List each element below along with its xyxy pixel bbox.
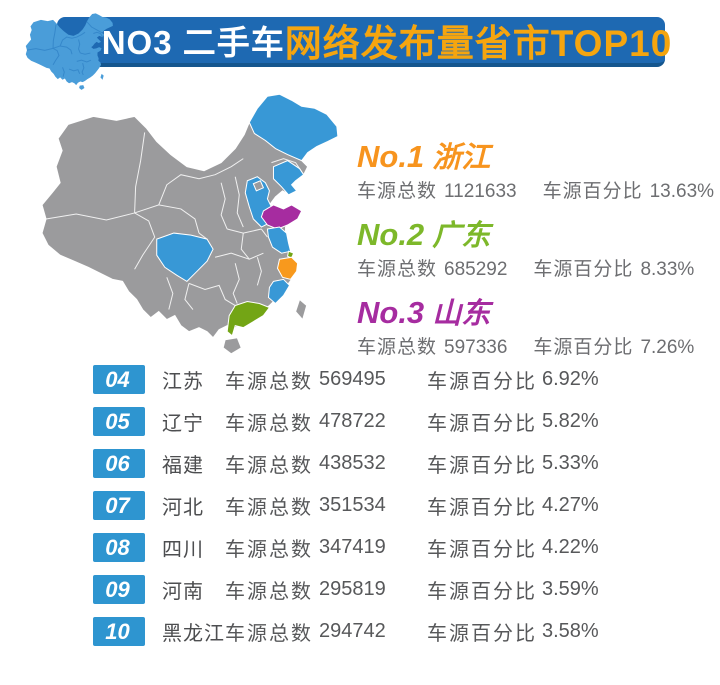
percent-value: 3.58% [542,620,599,642]
province-name: 浙江 [432,142,491,174]
top3-heading-3: No.3 山东 [357,296,707,331]
percent-value: 4.22% [542,536,599,558]
province-name: 河南 [162,581,204,603]
total-label: 车源总数 [225,413,313,435]
province-name: 四川 [162,539,204,561]
top3-stats-1: 车源总数 1121633 车源百分比 13.63% [357,180,714,204]
map-province-liaoning [273,161,303,195]
total-value: 478722 [319,410,386,432]
map-province-sichuan [157,233,213,281]
percent-value: 13.63% [649,181,715,202]
province-name: 黑龙江 [162,623,225,645]
province-name: 辽宁 [162,413,204,435]
total-label: 车源总数 [357,337,438,358]
rank-label: No.1 [357,139,425,174]
percent-label: 车源百分比 [542,181,643,202]
banner-no-label: NO3 二手车 [101,24,285,61]
top3-block-2: No.2 广东 车源总数 685292 车源百分比 8.33% [357,218,707,282]
rank-label: No.3 [357,295,425,330]
province-name: 山东 [432,298,491,330]
percent-value: 5.33% [542,452,599,474]
total-label: 车源总数 [225,455,313,477]
percent-label: 车源百分比 [427,623,537,645]
map-province-jiangsu [267,227,290,253]
percent-value: 4.27% [542,494,599,516]
total-label: 车源总数 [225,581,313,603]
percent-value: 5.82% [542,410,599,432]
table-row: 04 江苏 车源总数 569495 车源百分比 6.92% [93,365,622,394]
rank-label: No.2 [357,217,425,252]
total-label: 车源总数 [357,181,438,202]
china-choropleth-map [38,86,360,358]
rank-badge: 09 [93,575,145,604]
rank-badge: 05 [93,407,145,436]
map-region-beijing [253,181,263,191]
top3-block-1: No.1 浙江 车源总数 1121633 车源百分比 13.63% [357,140,714,204]
map-province-heilongjiang [249,94,338,160]
map-province-shandong [261,205,301,229]
percent-value: 7.26% [640,337,695,358]
china-minimap-icon [25,13,113,90]
province-name: 广东 [432,220,491,252]
top3-heading-2: No.2 广东 [357,218,707,253]
total-label: 车源总数 [357,259,438,280]
percent-label: 车源百分比 [427,413,537,435]
header-banner: NO3 二手车 网络发布量省市TOP10 [57,17,671,67]
percent-label: 车源百分比 [427,497,537,519]
rank-badge: 10 [93,617,145,646]
total-value: 294742 [319,620,386,642]
map-hainan-island [223,338,241,354]
map-province-borders [46,122,304,309]
total-label: 车源总数 [225,497,313,519]
map-taiwan-island [296,299,307,319]
banner-title-highlight: 网络发布量省市TOP10 [284,23,673,64]
province-name: 河北 [162,497,204,519]
percent-label: 车源百分比 [427,539,537,561]
total-value: 347419 [319,536,386,558]
top3-stats-3: 车源总数 597336 车源百分比 7.26% [357,336,707,360]
total-value: 597336 [444,337,508,358]
top3-stats-2: 车源总数 685292 车源百分比 8.33% [357,258,707,282]
top3-block-3: No.3 山东 车源总数 597336 车源百分比 7.26% [357,296,707,360]
percent-label: 车源百分比 [533,337,634,358]
top3-heading-1: No.1 浙江 [357,140,707,175]
total-value: 685292 [444,259,508,280]
total-value: 351534 [319,494,386,516]
total-value: 1121633 [444,181,517,202]
rank-badge: 04 [93,365,145,394]
table-row: 05 辽宁 车源总数 478722 车源百分比 5.82% [93,407,622,436]
table-row: 10 黑龙江 车源总数 294742 车源百分比 3.58% [93,617,622,646]
minimap-borders [27,22,103,77]
percent-label: 车源百分比 [427,371,537,393]
rank-badge: 06 [93,449,145,478]
percent-label: 车源百分比 [533,259,634,280]
table-row: 08 四川 车源总数 347419 车源百分比 4.22% [93,533,622,562]
map-province-fujian [268,279,289,303]
ranking-list: 04 江苏 车源总数 569495 车源百分比 6.92% 05 辽宁 车源总数… [93,365,622,659]
percent-value: 6.92% [542,368,599,390]
total-value: 438532 [319,452,386,474]
total-value: 295819 [319,578,386,600]
map-province-zhejiang [277,257,297,279]
total-value: 569495 [319,368,386,390]
minimap-silhouette [25,13,113,90]
table-row: 07 河北 车源总数 351534 车源百分比 4.27% [93,491,622,520]
province-name: 江苏 [162,371,204,393]
percent-value: 8.33% [640,259,695,280]
percent-label: 车源百分比 [427,581,537,603]
total-label: 车源总数 [225,623,313,645]
total-label: 车源总数 [225,539,313,561]
top3-section: No.1 浙江 车源总数 1121633 车源百分比 13.63% No.2 广东 车源总… [357,140,714,374]
rank-badge: 07 [93,491,145,520]
map-highlighted-provinces [157,94,338,335]
rank-badge: 08 [93,533,145,562]
map-province-guangdong [227,301,269,335]
percent-label: 车源百分比 [427,455,537,477]
province-name: 福建 [162,455,204,477]
table-row: 09 河南 车源总数 295819 车源百分比 3.59% [93,575,622,604]
table-row: 06 福建 车源总数 438532 车源百分比 5.33% [93,449,622,478]
total-label: 车源总数 [225,371,313,393]
percent-value: 3.59% [542,578,599,600]
